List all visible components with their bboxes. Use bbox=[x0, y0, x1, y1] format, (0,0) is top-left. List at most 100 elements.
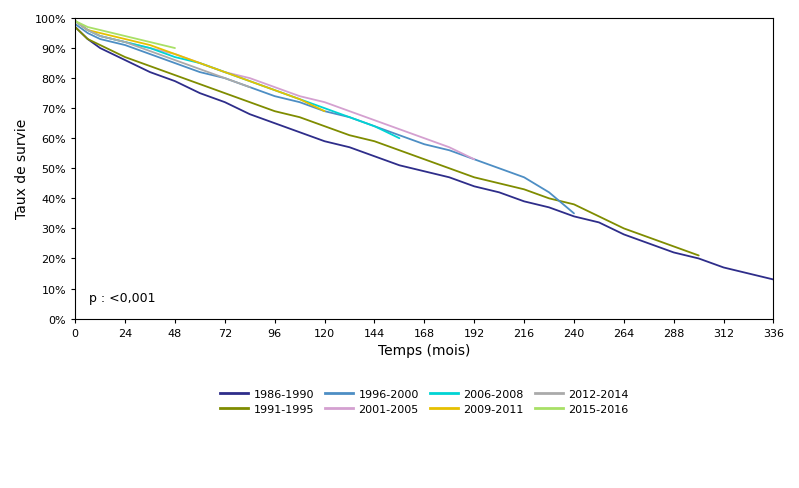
2006-2008 bbox=[170, 55, 180, 61]
1986-1990 bbox=[83, 37, 93, 43]
1991-1995 bbox=[444, 166, 454, 172]
2006-2008 bbox=[320, 106, 329, 112]
2009-2011 bbox=[145, 43, 155, 49]
2001-2005 bbox=[83, 28, 93, 34]
2015-2016 bbox=[170, 46, 180, 52]
2009-2011 bbox=[320, 109, 329, 115]
2001-2005 bbox=[170, 52, 180, 58]
1996-2000 bbox=[195, 70, 205, 76]
1986-1990 bbox=[594, 220, 604, 226]
Line: 1986-1990: 1986-1990 bbox=[75, 28, 773, 280]
1996-2000 bbox=[569, 211, 578, 217]
1986-1990 bbox=[195, 91, 205, 97]
1986-1990 bbox=[644, 241, 654, 247]
2015-2016 bbox=[121, 34, 130, 40]
Line: 1991-1995: 1991-1995 bbox=[75, 28, 698, 256]
Text: p : <0,001: p : <0,001 bbox=[89, 291, 156, 304]
2012-2014 bbox=[83, 28, 93, 34]
1986-1990 bbox=[419, 169, 429, 175]
2015-2016 bbox=[70, 19, 80, 25]
1986-1990 bbox=[470, 184, 479, 190]
1991-1995 bbox=[70, 25, 80, 31]
Line: 2001-2005: 2001-2005 bbox=[75, 22, 475, 160]
1996-2000 bbox=[344, 115, 354, 121]
1986-1990 bbox=[569, 214, 578, 220]
1991-1995 bbox=[569, 202, 578, 208]
2006-2008 bbox=[70, 19, 80, 25]
1986-1990 bbox=[544, 205, 554, 211]
1991-1995 bbox=[644, 235, 654, 241]
1991-1995 bbox=[470, 175, 479, 181]
1986-1990 bbox=[370, 154, 380, 160]
1996-2000 bbox=[495, 166, 504, 172]
1986-1990 bbox=[145, 70, 155, 76]
1986-1990 bbox=[395, 163, 404, 169]
1996-2000 bbox=[145, 52, 155, 58]
1986-1990 bbox=[694, 256, 703, 262]
1991-1995 bbox=[370, 139, 380, 145]
1996-2000 bbox=[170, 61, 180, 67]
1986-1990 bbox=[495, 190, 504, 196]
1986-1990 bbox=[270, 121, 280, 127]
1996-2000 bbox=[121, 43, 130, 49]
Line: 2009-2011: 2009-2011 bbox=[75, 22, 324, 112]
1991-1995 bbox=[344, 133, 354, 139]
1986-1990 bbox=[121, 58, 130, 64]
Line: 2012-2014: 2012-2014 bbox=[75, 22, 250, 88]
2001-2005 bbox=[245, 76, 255, 82]
1996-2000 bbox=[95, 37, 105, 43]
2009-2011 bbox=[70, 19, 80, 25]
1996-2000 bbox=[320, 109, 329, 115]
2012-2014 bbox=[170, 58, 180, 64]
2001-2005 bbox=[95, 34, 105, 40]
1991-1995 bbox=[694, 253, 703, 259]
2009-2011 bbox=[83, 28, 93, 34]
1986-1990 bbox=[245, 112, 255, 118]
1996-2000 bbox=[419, 142, 429, 148]
2001-2005 bbox=[320, 100, 329, 106]
1986-1990 bbox=[719, 265, 729, 271]
1991-1995 bbox=[519, 187, 529, 193]
1996-2000 bbox=[370, 124, 380, 130]
1986-1990 bbox=[669, 250, 678, 256]
1996-2000 bbox=[470, 157, 479, 163]
1996-2000 bbox=[245, 85, 255, 91]
1986-1990 bbox=[320, 139, 329, 145]
1996-2000 bbox=[519, 175, 529, 181]
2009-2011 bbox=[295, 97, 304, 103]
1996-2000 bbox=[395, 133, 404, 139]
2001-2005 bbox=[145, 46, 155, 52]
1991-1995 bbox=[220, 91, 229, 97]
1986-1990 bbox=[295, 130, 304, 136]
2009-2011 bbox=[121, 37, 130, 43]
2006-2008 bbox=[220, 70, 229, 76]
1991-1995 bbox=[395, 148, 404, 154]
2006-2008 bbox=[395, 136, 404, 142]
2006-2008 bbox=[145, 46, 155, 52]
2015-2016 bbox=[145, 40, 155, 46]
1991-1995 bbox=[245, 100, 255, 106]
2009-2011 bbox=[270, 88, 280, 94]
X-axis label: Temps (mois): Temps (mois) bbox=[378, 344, 471, 357]
2012-2014 bbox=[145, 49, 155, 55]
2006-2008 bbox=[344, 115, 354, 121]
2006-2008 bbox=[95, 34, 105, 40]
2001-2005 bbox=[270, 85, 280, 91]
2006-2008 bbox=[370, 124, 380, 130]
1986-1990 bbox=[744, 271, 753, 277]
Line: 1996-2000: 1996-2000 bbox=[75, 25, 574, 214]
2001-2005 bbox=[195, 61, 205, 67]
2009-2011 bbox=[195, 61, 205, 67]
2009-2011 bbox=[245, 79, 255, 85]
1991-1995 bbox=[619, 226, 629, 232]
1991-1995 bbox=[170, 73, 180, 79]
2012-2014 bbox=[121, 40, 130, 46]
1991-1995 bbox=[320, 124, 329, 130]
1996-2000 bbox=[83, 31, 93, 37]
2001-2005 bbox=[444, 145, 454, 151]
2001-2005 bbox=[70, 19, 80, 25]
2001-2005 bbox=[121, 40, 130, 46]
1991-1995 bbox=[121, 55, 130, 61]
2015-2016 bbox=[95, 28, 105, 34]
1991-1995 bbox=[270, 109, 280, 115]
